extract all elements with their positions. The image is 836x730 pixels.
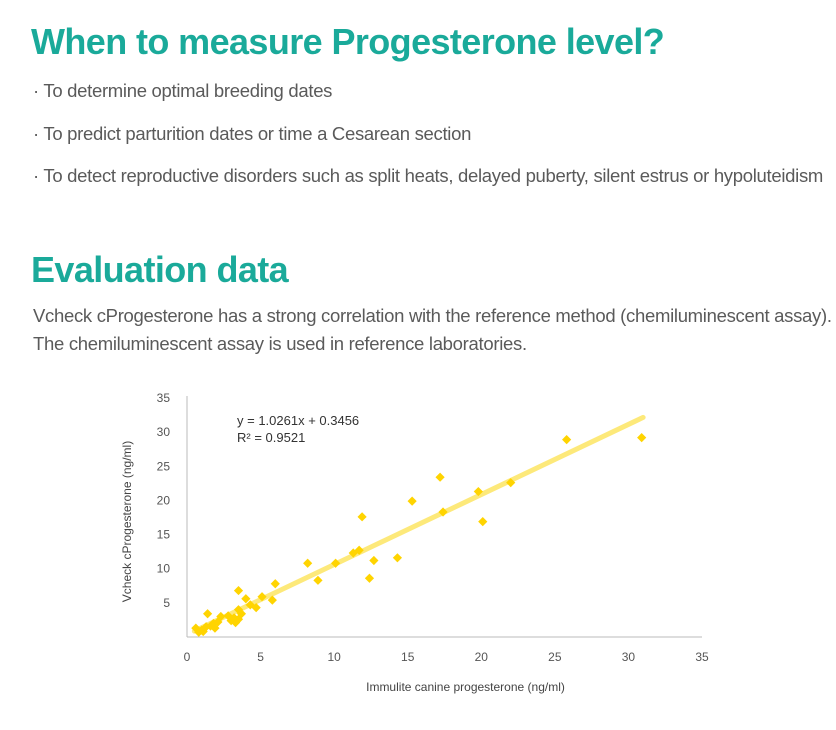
evaluation-description: Vcheck cProgesterone has a strong correl…	[33, 302, 832, 358]
section-title-evaluation-data: Evaluation data	[31, 249, 289, 290]
x-tick-label: 35	[695, 650, 709, 664]
data-point	[407, 496, 417, 506]
data-points-group	[191, 433, 647, 637]
y-tick-label: 10	[157, 562, 171, 576]
x-tick-label: 20	[475, 650, 489, 664]
data-point	[267, 595, 277, 605]
data-point	[270, 579, 280, 589]
indication-item-parturition: · To predict parturition dates or time a…	[33, 122, 472, 144]
data-point	[303, 558, 313, 568]
data-point	[216, 611, 226, 622]
x-tick-label: 15	[401, 650, 415, 664]
x-tick-label: 5	[257, 650, 264, 664]
data-point	[473, 486, 483, 497]
tick-labels-group: 0 5 10 15 20 25 30 35 5 10 15 20 25 30 35	[157, 391, 709, 664]
data-point	[357, 512, 367, 522]
section-title-when-to-measure: When to measure Progesterone level?	[31, 21, 665, 62]
data-point	[478, 516, 488, 527]
data-point	[392, 553, 403, 563]
data-point	[506, 478, 516, 488]
data-point	[257, 592, 267, 602]
trendline-group	[191, 414, 646, 634]
evaluation-description-line-1: Vcheck cProgesterone has a strong correl…	[33, 305, 832, 326]
y-tick-label: 30	[157, 425, 171, 439]
data-point	[369, 555, 379, 566]
trendline	[191, 414, 646, 634]
y-tick-label: 25	[157, 459, 171, 473]
data-point	[313, 575, 323, 585]
data-point	[562, 435, 572, 445]
x-tick-label: 10	[327, 650, 341, 664]
data-point	[435, 472, 445, 482]
r-squared-label: R² = 0.9521	[237, 430, 305, 445]
data-point	[245, 600, 255, 610]
y-tick-label: 5	[163, 596, 170, 610]
x-tick-label: 30	[622, 650, 636, 664]
evaluation-description-line-2: The chemiluminescent assay is used in re…	[33, 333, 527, 354]
x-tick-label: 0	[184, 650, 191, 664]
x-tick-label: 25	[548, 650, 562, 664]
y-tick-label: 20	[157, 493, 171, 507]
data-point	[241, 594, 251, 604]
y-tick-label: 15	[157, 528, 171, 542]
data-point	[364, 573, 375, 583]
data-point	[210, 623, 220, 633]
data-point	[203, 609, 213, 619]
correlation-scatter-chart: 0 5 10 15 20 25 30 35 5 10 15 20 25 30 35 y = 1.0261x …	[120, 391, 709, 694]
y-axis-label: Vcheck cProgesterone (ng/ml)	[120, 441, 134, 602]
data-point	[354, 545, 364, 555]
y-tick-label: 35	[157, 391, 171, 405]
x-axis-label: Immulite canine progesterone (ng/ml)	[366, 680, 565, 694]
indication-list: · To determine optimal breeding dates · …	[33, 78, 823, 206]
data-point	[331, 558, 341, 568]
indication-item-breeding: · To determine optimal breeding dates	[33, 80, 333, 101]
regression-equation: y = 1.0261x + 0.3456	[237, 413, 359, 428]
indication-item-disorders: · To detect reproductive disorders such …	[33, 165, 824, 186]
chart-axes	[186, 396, 702, 638]
data-point	[233, 585, 244, 596]
data-point	[637, 433, 647, 443]
